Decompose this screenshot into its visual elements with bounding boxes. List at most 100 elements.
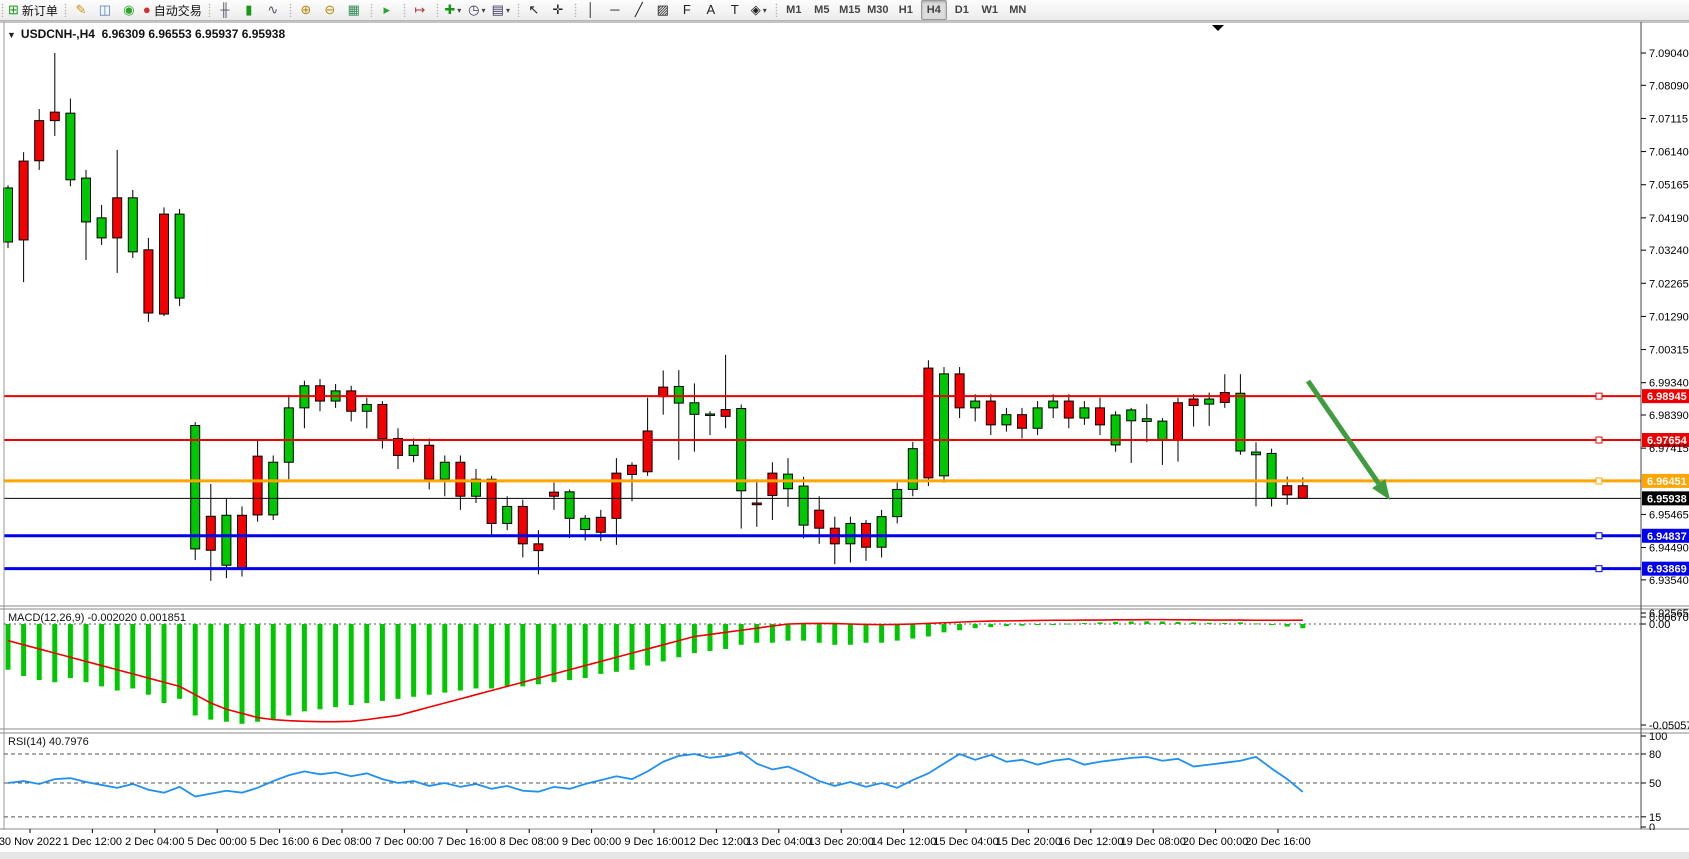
time-axis-label: 16 Dec 12:00 [1058,836,1123,848]
horizontal-line-button[interactable]: ─ [604,0,626,20]
candle-body [1110,414,1121,446]
macd-bar [223,624,229,722]
label-button[interactable]: T [724,0,746,20]
tf-d1[interactable]: D1 [949,0,975,20]
arrows-button[interactable]: ◈ ▾ [748,0,770,20]
candlestick-button[interactable]: ▮ [238,0,260,20]
indicators-button[interactable]: ✚ ▾ [442,0,464,20]
zoom-in-button[interactable]: ⊕ [295,0,317,20]
candle-body [517,505,528,545]
macd-bar [364,624,370,704]
templates-button-dropdown-icon[interactable]: ▾ [505,5,510,15]
macd-bar [1222,622,1228,624]
macd-bar [1035,624,1041,626]
candle-body [3,187,13,243]
cursor-button[interactable]: ↖ [523,0,545,20]
signals-button[interactable]: ◉ [118,0,140,20]
chart-collapse-icon[interactable]: ▼ [7,30,16,40]
fibonacci-button[interactable]: F [676,0,698,20]
autotrading-button[interactable]: ● 自动交易 [142,0,203,20]
line-handle[interactable] [1595,436,1603,444]
auto-scroll-button[interactable]: ▸ [376,0,398,20]
zoom-out-button[interactable]: ⊖ [319,0,341,20]
candle-body [970,400,981,409]
macd-bar [1191,622,1197,624]
time-axis-label: 12 Dec 12:00 [684,836,749,848]
periods-button-dropdown-icon[interactable]: ▾ [481,5,486,15]
macd-bar [847,624,853,645]
sell-direction-arrow[interactable] [1305,379,1381,485]
macd-bar [957,624,963,631]
templates-button[interactable]: ▤ ▾ [490,0,512,20]
tf-m5[interactable]: M5 [809,0,835,20]
candle-body [736,408,747,492]
tf-m1[interactable]: M1 [781,0,807,20]
tf-h1[interactable]: H1 [893,0,919,20]
new-order-button[interactable]: ⊞ 新订单 [7,0,59,20]
indicators-button-dropdown-icon[interactable]: ▾ [457,5,462,15]
macd-bar [426,624,432,695]
channel-button[interactable]: ▨ [652,0,674,20]
tf-m15-label: M15 [839,4,861,16]
candle-body [1219,392,1230,403]
tf-h4[interactable]: H4 [920,0,947,20]
macd-signal-value: 0.001851 [140,612,186,624]
text-button[interactable]: A [700,0,722,20]
time-axis[interactable] [0,830,1689,852]
macd-bar [208,624,214,720]
price-axis-label: 7.01290 [1649,311,1689,323]
chart-symbol-period: USDCNH-,H4 [20,27,95,41]
price-axis-label: 7.07115 [1649,113,1688,125]
time-axis-label: 8 Dec 08:00 [500,836,559,848]
chart-shift-marker[interactable] [1212,25,1224,31]
macd-bar [660,624,666,662]
toolbar-group-insert: ✚ ▾ ◷ ▾ ▤ ▾ [435,0,516,20]
time-axis-label: 19 Dec 08:00 [1120,836,1185,848]
vertical-line-button[interactable]: │ [580,0,602,20]
styler-button[interactable]: ✎ [70,0,92,20]
tf-m15[interactable]: M15 [837,0,863,20]
price-axis-label: 7.02265 [1649,278,1689,290]
time-axis-label: 7 Dec 00:00 [375,836,434,848]
line-handle[interactable] [1595,392,1603,400]
toolbar-group-pointer: ↖ ✛ [516,0,573,20]
rsi-axis-label: 80 [1649,749,1661,761]
line-chart-button[interactable]: ∿ [262,0,284,20]
line-handle[interactable] [1595,532,1603,540]
tf-m30[interactable]: M30 [865,0,891,20]
macd-bar [457,624,463,691]
tf-w1-label: W1 [981,4,999,16]
price-axis-label: 7.06140 [1649,147,1689,159]
time-axis-label: 6 Dec 08:00 [312,836,371,848]
crosshair-button[interactable]: ✛ [547,0,569,20]
profiles-button[interactable]: ◫ [94,0,116,20]
bar-chart-button[interactable]: ╫ [214,0,236,20]
line-handle[interactable] [1595,565,1603,573]
candle-body [361,403,372,412]
periods-button[interactable]: ◷ ▾ [466,0,488,20]
tf-w1[interactable]: W1 [977,0,1003,20]
price-tag [1642,528,1689,543]
window-edge [0,852,1689,859]
rsi-axis-label: 100 [1649,731,1667,743]
chart-window: 6.98945 6.97654 6.96451 6.95938 6.94837 6.938… [0,20,1689,859]
price-axis-label: 6.95465 [1649,509,1689,521]
candle-body [985,400,996,426]
candle-body [1126,409,1137,422]
tile-windows-button[interactable]: ▦ [343,0,365,20]
arrows-button-dropdown-icon[interactable]: ▾ [762,5,767,15]
chart-canvas[interactable]: 6.98945 6.97654 6.96451 6.95938 6.94837 6.938… [0,20,1689,859]
autotrading-icon: ● [142,2,151,17]
candle-body [205,515,216,551]
price-tag-label: 6.98945 [1647,391,1687,403]
candle-body [237,514,247,569]
new-order-button-label: 新订单 [21,3,58,18]
chart-shift-button[interactable]: ↦ [409,0,431,20]
tf-mn[interactable]: MN [1005,0,1031,20]
price-axis-label: 7.03240 [1649,245,1689,257]
line-handle[interactable] [1595,477,1603,485]
price-axis-label: 7.00315 [1649,345,1689,357]
chart-title: ▼ USDCNH-,H4 6.96309 6.96553 6.95937 6.95… [7,27,285,41]
rsi-line [7,751,1304,798]
trendline-button[interactable]: ╱ [628,0,650,20]
